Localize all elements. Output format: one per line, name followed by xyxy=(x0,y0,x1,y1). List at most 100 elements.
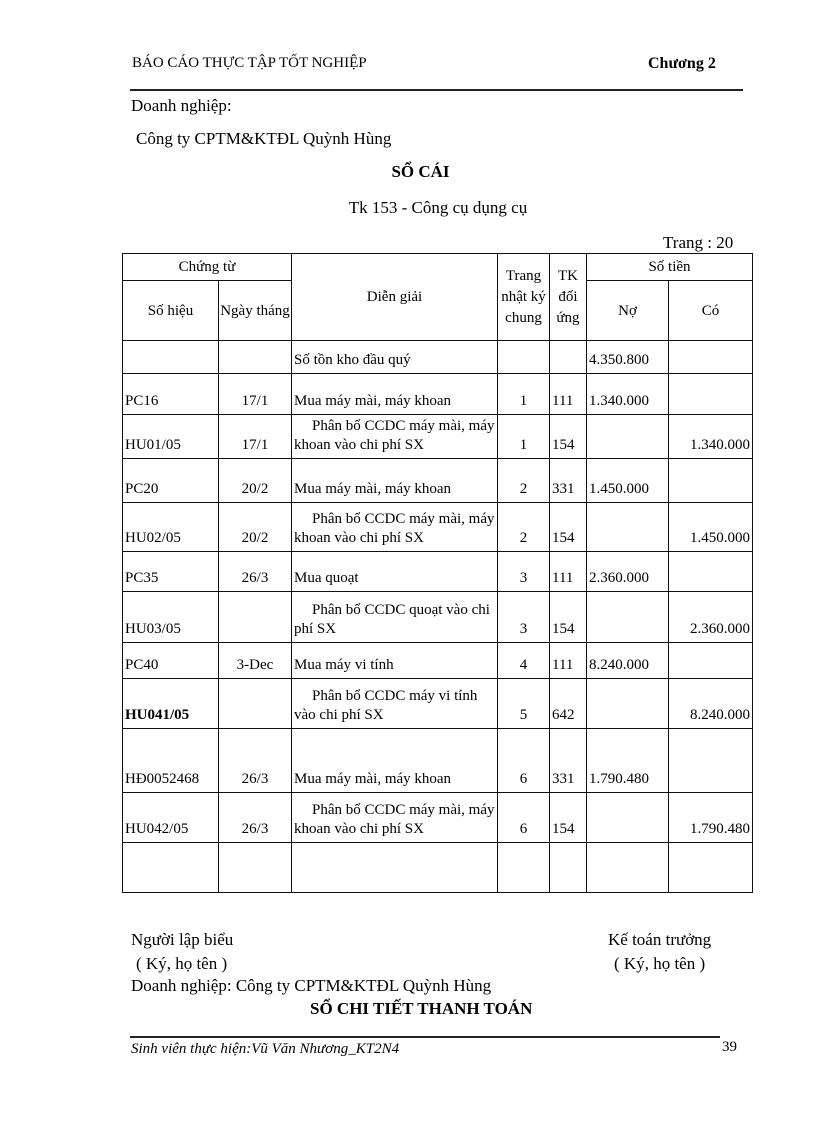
chief-accountant-note: ( Ký, họ tên ) xyxy=(614,954,706,973)
preparer-label: Người lập biểu xyxy=(131,930,234,949)
header-debit: Nợ xyxy=(586,280,669,341)
cell-desc: Mua quoạt xyxy=(291,551,498,592)
cell-no: PC16 xyxy=(122,373,219,415)
cell-page: 2 xyxy=(497,502,550,552)
table-row: HU041/05 Phân bổ CCDC máy vi tính vào chi… xyxy=(122,678,753,729)
cell-desc: Phân bổ CCDC máy mài, máy khoan vào chi … xyxy=(291,414,498,459)
enterprise-label: Doanh nghiệp: xyxy=(131,96,232,115)
cell-no: PC35 xyxy=(122,551,219,592)
cell-desc: Mua máy mài, máy khoan xyxy=(291,458,498,503)
table-row: PC20 20/2 Mua máy mài, máy khoan 2 331 1.450.… xyxy=(122,458,753,503)
cell-desc: Phân bổ CCDC máy mài, máy khoan vào chi … xyxy=(291,792,498,843)
table-row: Số tồn kho đầu quý 4.350.800 xyxy=(122,340,753,374)
table-row: PC16 17/1 Mua máy mài, máy khoan 1 111 1.340.… xyxy=(122,373,753,415)
cell-no: HU03/05 xyxy=(122,591,219,643)
enterprise-line: Doanh nghiệp: Công ty CPTM&KTĐL Quỳnh Hù… xyxy=(131,976,492,995)
account-title: Tk 153 - Công cụ dụng cụ xyxy=(348,198,528,217)
cell-credit xyxy=(668,551,753,592)
cell-debit xyxy=(586,502,669,552)
cell-date xyxy=(218,591,292,643)
cell-acct: 154 xyxy=(549,502,587,552)
cell-credit: 1.340.000 xyxy=(668,414,753,459)
cell-credit: 8.240.000 xyxy=(668,678,753,729)
cell-page: 1 xyxy=(497,373,550,415)
cell-desc: Phân bổ CCDC máy mài, máy khoan vào chi … xyxy=(291,502,498,552)
header-amount: Số tiền xyxy=(586,253,753,281)
table-row: HU03/05 Phân bổ CCDC quoạt vào chi phí SX… xyxy=(122,591,753,643)
cell-date: 17/1 xyxy=(218,373,292,415)
header-journal-page: Trang nhật ký chung xyxy=(497,253,550,341)
table-row: HU02/05 20/2 Phân bổ CCDC máy mài, máy kho… xyxy=(122,502,753,552)
cell-desc: Mua máy mài, máy khoan xyxy=(291,373,498,415)
cell-no: PC40 xyxy=(122,642,219,679)
cell-credit xyxy=(668,340,753,374)
page-number: 39 xyxy=(722,1039,737,1055)
cell-debit xyxy=(586,591,669,643)
header-contra-account: TK đối ứng xyxy=(549,253,587,341)
cell-debit: 1.790.480 xyxy=(586,728,669,793)
preparer-note: ( Ký, họ tên ) xyxy=(136,954,228,973)
cell-page: 6 xyxy=(497,728,550,793)
cell-desc: Mua máy mài, máy khoan xyxy=(291,728,498,793)
cell-no: PC20 xyxy=(122,458,219,503)
cell-date: 26/3 xyxy=(218,728,292,793)
cell-debit: 1.340.000 xyxy=(586,373,669,415)
chief-accountant-label: Kế toán trưởng xyxy=(608,930,712,949)
cell-debit: 4.350.800 xyxy=(586,340,669,374)
cell-acct xyxy=(549,340,587,374)
cell-acct: 154 xyxy=(549,792,587,843)
cell-credit xyxy=(668,642,753,679)
cell-desc: Số tồn kho đầu quý xyxy=(291,340,498,374)
cell-debit xyxy=(586,842,669,893)
cell-date xyxy=(218,340,292,374)
table-row: PC35 26/3 Mua quoạt 3 111 2.360.000 xyxy=(122,551,753,592)
cell-acct: 111 xyxy=(549,551,587,592)
table-row: HU01/05 17/1 Phân bổ CCDC máy mài, máy kho… xyxy=(122,414,753,459)
cell-no: HU02/05 xyxy=(122,502,219,552)
cell-no: HU041/05 xyxy=(122,678,219,729)
cell-debit: 2.360.000 xyxy=(586,551,669,592)
cell-debit: 1.450.000 xyxy=(586,458,669,503)
cell-acct: 111 xyxy=(549,373,587,415)
cell-credit xyxy=(668,728,753,793)
cell-credit: 1.450.000 xyxy=(668,502,753,552)
cell-desc: Phân bổ CCDC quoạt vào chi phí SX xyxy=(291,591,498,643)
cell-debit xyxy=(586,792,669,843)
student-name: Sinh viên thực hiện:Vũ Văn Nhương_KT2N4 xyxy=(131,1041,400,1057)
next-section-title: SỔ CHI TIẾT THANH TOÁN xyxy=(310,999,533,1018)
cell-acct: 154 xyxy=(549,591,587,643)
cell-no: HU042/05 xyxy=(122,792,219,843)
cell-desc: Mua máy vi tính xyxy=(291,642,498,679)
ledger-title: SỔ CÁI xyxy=(391,162,450,181)
cell-date: 3-Dec xyxy=(218,642,292,679)
cell-no xyxy=(122,842,219,893)
cell-acct: 331 xyxy=(549,458,587,503)
company-name: Công ty CPTM&KTĐL Quỳnh Hùng xyxy=(136,129,392,148)
cell-no: HU01/05 xyxy=(122,414,219,459)
cell-page xyxy=(497,340,550,374)
cell-page: 3 xyxy=(497,551,550,592)
table-row: HĐ0052468 26/3 Mua máy mài, máy khoan 6 331 1… xyxy=(122,728,753,793)
header-voucher-date: Ngày tháng xyxy=(218,280,292,341)
cell-date: 20/2 xyxy=(218,458,292,503)
header-credit: Có xyxy=(668,280,753,341)
ledger-table: Chứng từ Diễn giải Trang nhật ký chung T… xyxy=(122,253,753,893)
cell-credit: 1.790.480 xyxy=(668,792,753,843)
footer-rule xyxy=(130,1036,720,1038)
cell-date xyxy=(218,678,292,729)
cell-page: 3 xyxy=(497,591,550,643)
cell-debit xyxy=(586,414,669,459)
cell-credit xyxy=(668,842,753,893)
cell-page: 4 xyxy=(497,642,550,679)
cell-acct: 154 xyxy=(549,414,587,459)
header-rule xyxy=(130,89,743,91)
report-title: BÁO CÁO THỰC TẬP TỐT NGHIỆP xyxy=(132,55,367,71)
cell-acct xyxy=(549,842,587,893)
page-label: Trang : 20 xyxy=(663,233,734,252)
cell-debit: 8.240.000 xyxy=(586,642,669,679)
cell-date xyxy=(218,842,292,893)
cell-date: 26/3 xyxy=(218,792,292,843)
cell-acct: 331 xyxy=(549,728,587,793)
cell-page: 5 xyxy=(497,678,550,729)
cell-page xyxy=(497,842,550,893)
